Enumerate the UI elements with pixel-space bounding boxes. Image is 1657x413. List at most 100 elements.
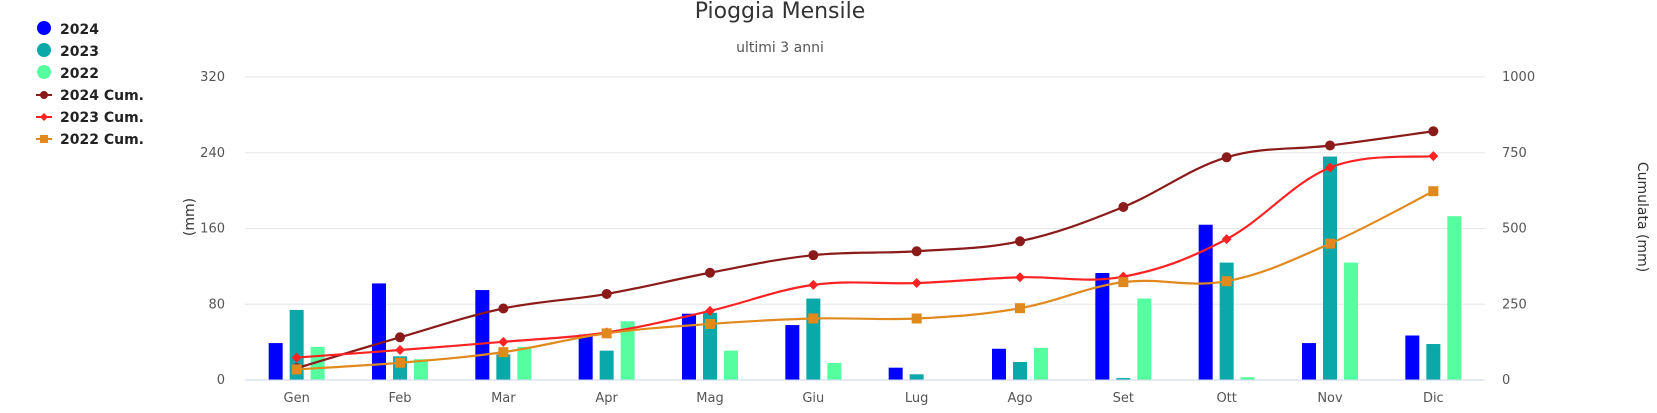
bar-2024-Ago [992, 348, 1006, 380]
point-2024-Cum.-Dic [1428, 126, 1439, 137]
point-2024-Cum.-Ott [1221, 152, 1232, 163]
y-axis-title-right: Cumulata (mm) [1634, 162, 1650, 272]
y-tick-label-right: 0 [1502, 373, 1510, 388]
x-tick-label: Gen [284, 391, 310, 406]
bar-2023-Mag [703, 312, 717, 380]
bar-2024-Apr [578, 334, 593, 380]
point-2024-Cum.-Nov [1325, 140, 1335, 151]
bar-2022-Giu [827, 362, 842, 380]
bar-2024-Ott [1198, 224, 1213, 380]
bar-2024-Mag [682, 313, 696, 380]
legend-label-2022: 2022 [60, 66, 99, 82]
bar-2023-Ott [1219, 262, 1234, 380]
bar-2022-Ott [1240, 377, 1255, 380]
legend-label-2022-Cum.: 2022 Cum. [60, 132, 144, 148]
bar-2024-Feb [372, 283, 386, 380]
point-2022-Cum.-Mag [705, 318, 715, 329]
point-2023-Cum.-Mag [705, 305, 715, 316]
bar-2022-Apr [620, 321, 635, 380]
cumulative-lines [291, 126, 1439, 375]
point-2023-Cum.-Nov [1325, 162, 1335, 173]
x-tick-label: Mar [491, 391, 516, 406]
point-2022-Cum.-Dic [1428, 186, 1439, 197]
legend-label-2024: 2024 [60, 22, 99, 38]
bar-2023-Gen [289, 309, 304, 380]
bars [268, 156, 1462, 380]
x-tick-label: Giu [802, 391, 824, 406]
bar-2022-Nov [1344, 262, 1358, 380]
x-tick-label: Nov [1317, 391, 1343, 406]
x-tick-label: Set [1113, 391, 1134, 406]
bar-2023-Giu [806, 298, 821, 380]
bar-2023-Apr [599, 350, 614, 380]
bar-2023-Nov [1323, 156, 1337, 380]
x-tick-label: Dic [1423, 391, 1444, 406]
bar-2022-Mar [517, 346, 532, 380]
grid [245, 76, 1485, 305]
bar-2023-Dic [1426, 344, 1441, 380]
legend-label-2023: 2023 [60, 44, 99, 60]
x-tick-label: Ago [1007, 391, 1032, 406]
legend-label-2023-Cum.: 2023 Cum. [60, 110, 144, 126]
point-2024-Cum.-Feb [395, 332, 405, 343]
x-tick-label: Lug [905, 391, 929, 406]
point-2024-Cum.-Mag [705, 267, 715, 278]
point-2022-Cum.-Ott [1221, 276, 1232, 287]
point-2023-Cum.-Mar [498, 336, 509, 347]
bar-2023-Mar [496, 354, 511, 380]
x-tick-label: Apr [595, 391, 618, 406]
legend-label-2024-Cum.: 2024 Cum. [60, 88, 144, 104]
y-tick-label-left: 0 [217, 373, 225, 388]
point-2024-Cum.-Ago [1015, 236, 1025, 247]
point-2022-Cum.-Feb [395, 357, 405, 368]
bar-2024-Giu [785, 325, 800, 380]
legend-marker-2023-Cum. [40, 113, 48, 121]
point-2022-Cum.-Ago [1015, 303, 1025, 314]
point-2022-Cum.-Set [1118, 277, 1129, 288]
bar-2022-Dic [1447, 216, 1462, 380]
legend-symbol-2022 [37, 65, 51, 79]
y-tick-label-right: 1000 [1502, 70, 1535, 85]
bar-2024-Mar [475, 290, 490, 380]
y-tick-label-right: 250 [1502, 297, 1527, 312]
y-tick-label-right: 500 [1502, 222, 1527, 237]
y-tick-label-left: 80 [208, 297, 225, 312]
bar-2024-Lug [888, 367, 903, 380]
legend: 2024 2023 2022 2024 Cum. 2023 Cum. 2022 Cum. [36, 21, 144, 148]
bar-2023-Lug [909, 374, 924, 380]
point-2023-Cum.-Feb [395, 345, 405, 356]
point-2023-Cum.-Ott [1221, 234, 1232, 245]
bar-2024-Nov [1302, 343, 1316, 380]
point-2023-Cum.-Lug [911, 278, 922, 289]
point-2023-Cum.-Giu [808, 279, 819, 290]
bar-2022-Feb [414, 359, 428, 380]
x-tick-label: Feb [388, 391, 411, 406]
y-tick-label-right: 750 [1502, 146, 1527, 161]
chart-title: Pioggia Mensile [695, 0, 866, 24]
point-2023-Cum.-Ago [1015, 272, 1025, 283]
y-tick-label-left: 240 [200, 146, 225, 161]
bar-2022-Set [1137, 298, 1152, 380]
point-2022-Cum.-Apr [601, 328, 612, 339]
point-2024-Cum.-Lug [911, 246, 922, 257]
y-axis-title-left: (mm) [182, 198, 198, 236]
point-2024-Cum.-Apr [601, 288, 612, 299]
chart-subtitle: ultimi 3 anni [736, 40, 824, 56]
legend-marker-2024-Cum. [40, 91, 48, 99]
point-2022-Cum.-Mar [498, 347, 509, 358]
point-2022-Cum.-Lug [911, 313, 922, 324]
axes: 0 80 160 240 320 0 250 500 750 1000 Gen Feb Mar Apr Ma… [200, 70, 1535, 406]
x-tick-label: Mag [696, 391, 723, 406]
bar-2023-Set [1116, 378, 1131, 380]
point-2024-Cum.-Giu [808, 250, 819, 261]
bar-2022-Ago [1034, 347, 1048, 380]
point-2023-Cum.-Gen [291, 352, 302, 363]
line-2022-Cum. [296, 190, 1434, 371]
legend-marker-2022-Cum. [40, 135, 48, 143]
legend-symbol-2024 [37, 21, 51, 35]
bar-2023-Ago [1013, 362, 1027, 380]
point-2022-Cum.-Giu [808, 313, 819, 324]
line-2023-Cum. [296, 154, 1434, 359]
bar-2022-Mag [724, 350, 738, 380]
